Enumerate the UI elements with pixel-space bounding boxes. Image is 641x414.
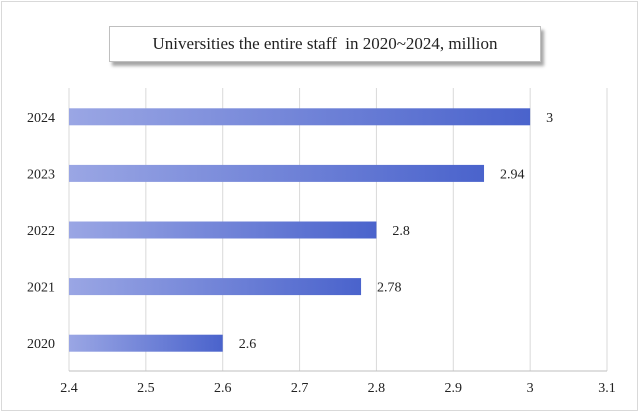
x-tick-label: 3.1 <box>598 381 616 396</box>
bar-2022 <box>69 221 377 239</box>
y-category-label: 2020 <box>27 337 55 352</box>
bar-2021 <box>69 278 362 296</box>
x-tick-label: 2.4 <box>60 381 78 396</box>
x-tick-label: 3 <box>527 381 534 396</box>
bars <box>69 108 531 352</box>
x-tick-label: 2.5 <box>137 381 155 396</box>
data-label-2022: 2.8 <box>392 224 410 239</box>
data-label-2024: 3 <box>546 111 553 126</box>
x-tick-label: 2.9 <box>445 381 463 396</box>
x-tick-label: 2.6 <box>214 381 232 396</box>
chart-title: Universities the entire staff in 2020~20… <box>109 26 541 62</box>
y-category-label: 2023 <box>27 167 55 182</box>
data-label-2020: 2.6 <box>239 337 257 352</box>
x-tick-label: 2.7 <box>291 381 309 396</box>
y-category-label: 2024 <box>27 111 55 126</box>
bar-2020 <box>69 334 223 352</box>
y-category-label: 2021 <box>27 281 55 296</box>
value-axis: 2.4 2.5 2.6 2.7 2.8 2.9 3 3.1 <box>60 370 616 396</box>
labels: 2020 2.6 2021 2.78 2022 2.8 2023 2.94 2024 3 <box>27 111 553 352</box>
x-tick-label: 2.8 <box>368 381 386 396</box>
data-label-2021: 2.78 <box>377 281 402 296</box>
y-category-label: 2022 <box>27 224 55 239</box>
bar-2023 <box>69 164 485 182</box>
data-label-2023: 2.94 <box>500 167 525 182</box>
bar-2024 <box>69 108 531 126</box>
